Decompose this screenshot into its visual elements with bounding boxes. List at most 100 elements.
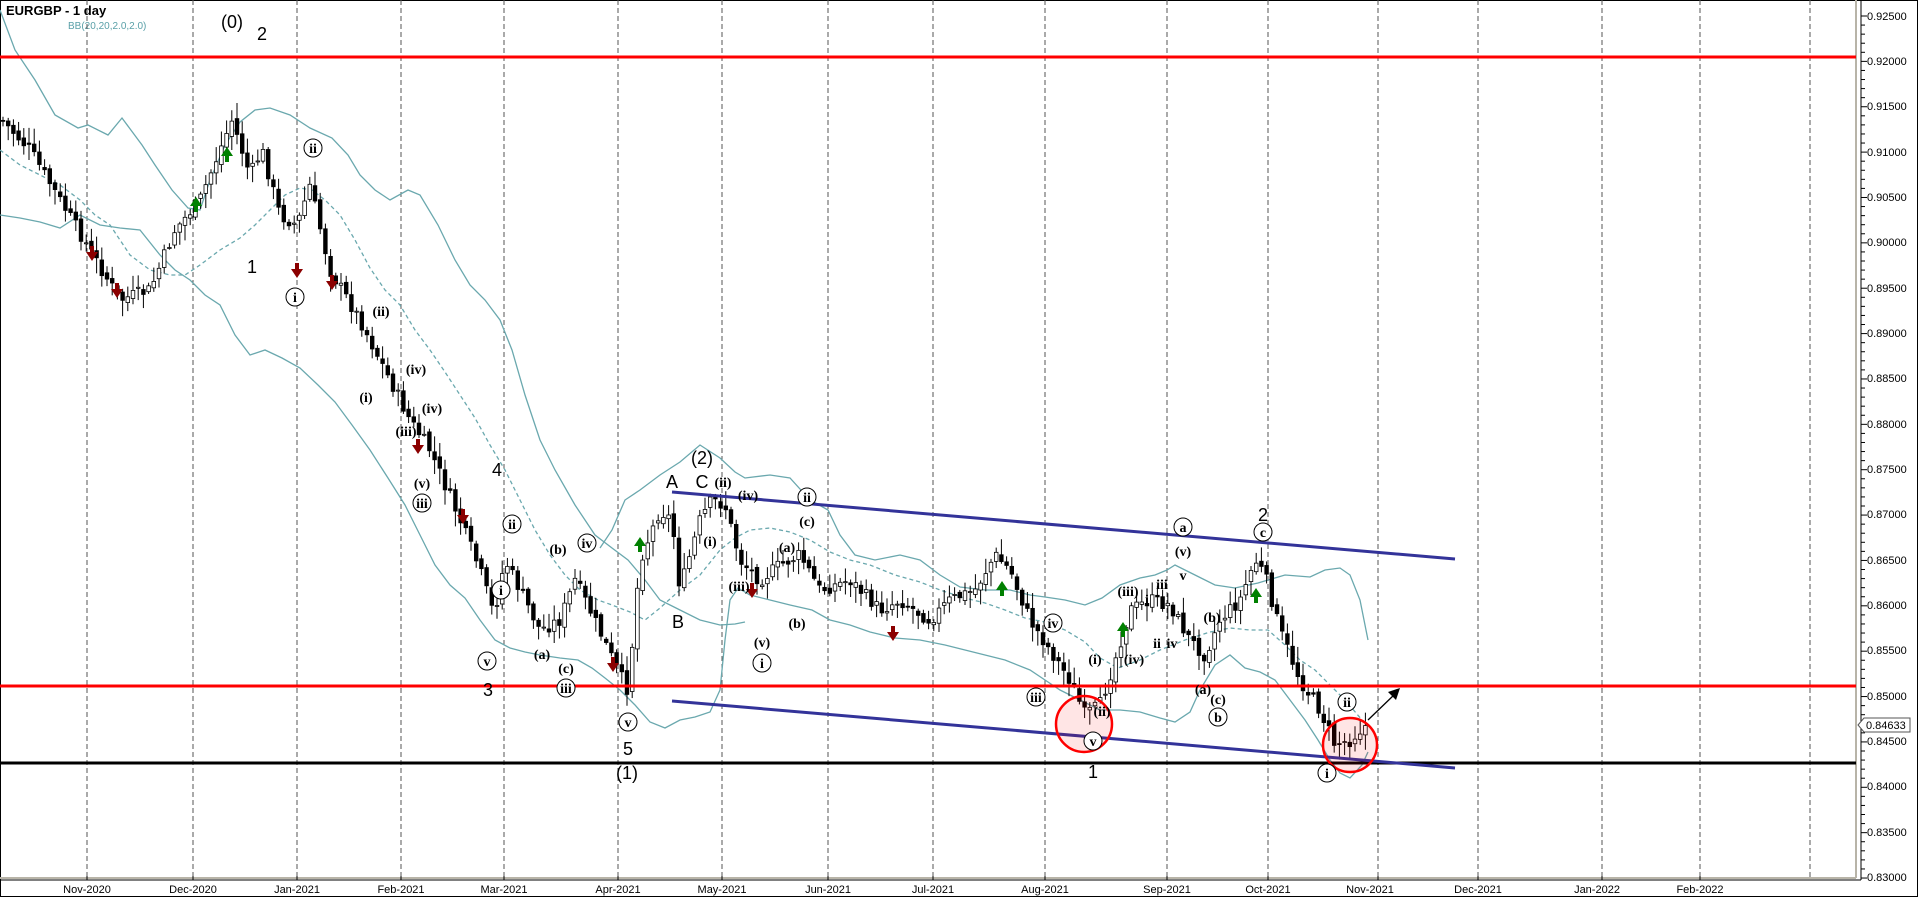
wave-label: ii — [1343, 696, 1351, 711]
svg-text:Jul-2021: Jul-2021 — [912, 884, 954, 896]
wave-label: ii — [1153, 637, 1161, 652]
svg-text:0.92000: 0.92000 — [1867, 56, 1907, 68]
up-arrow-icon — [190, 147, 1262, 637]
wave-label-circle — [1317, 763, 1337, 783]
wave-label: (a) — [779, 541, 796, 556]
candlesticks — [0, 102, 1368, 760]
wave-label-circle — [1026, 687, 1046, 707]
svg-text:Dec-2020: Dec-2020 — [169, 884, 217, 896]
svg-text:2: 2 — [257, 24, 267, 44]
bb-upper — [0, 9, 746, 626]
wave-label-circle — [1253, 522, 1273, 542]
svg-text:0.83000: 0.83000 — [1867, 872, 1907, 884]
svg-text:A: A — [666, 472, 678, 492]
bb-lower — [0, 214, 1369, 779]
svg-text:0.90000: 0.90000 — [1867, 237, 1907, 249]
svg-text:Feb-2022: Feb-2022 — [1676, 884, 1723, 896]
wave-label: ii — [803, 491, 811, 506]
svg-text:C: C — [696, 472, 709, 492]
svg-text:(0): (0) — [221, 12, 243, 32]
svg-text:0.84500: 0.84500 — [1867, 736, 1907, 748]
wave-label: b — [1214, 711, 1222, 726]
wave-label: (iv) — [422, 402, 443, 417]
svg-text:Aug-2021: Aug-2021 — [1021, 884, 1069, 896]
svg-text:Feb-2021: Feb-2021 — [377, 884, 424, 896]
wave-label: (iv) — [406, 363, 427, 378]
highlight-circle-oct — [1321, 716, 1379, 774]
wave-labels: (0) 2 1 4 3 5 (1) A B C (2) 1 2 iii(ii)(… — [221, 12, 1357, 783]
wave-label: (iii) — [1118, 585, 1139, 600]
wave-label: (i) — [703, 535, 717, 550]
wave-label: (a) — [534, 648, 551, 663]
svg-text:Jun-2021: Jun-2021 — [805, 884, 851, 896]
wave-label: (c) — [1210, 693, 1226, 708]
wave-label: iii — [416, 497, 428, 512]
wave-label: a — [1180, 521, 1187, 536]
wave-label: (a) — [1195, 683, 1212, 698]
svg-text:2: 2 — [1258, 505, 1268, 525]
svg-text:(1): (1) — [616, 763, 638, 783]
wave-label: iii — [1156, 578, 1168, 593]
svg-text:0.87000: 0.87000 — [1867, 509, 1907, 521]
wave-label: c — [1260, 526, 1266, 541]
svg-text:0.91500: 0.91500 — [1867, 101, 1907, 113]
wave-label: (b) — [549, 543, 566, 558]
wave-label: (ii) — [372, 305, 389, 320]
wave-label: (iii) — [396, 425, 417, 440]
wave-label: iv — [1048, 617, 1059, 632]
indicator-label: BB(20,20,2.0,2.0) — [68, 21, 147, 32]
wave-label: (b) — [1203, 611, 1220, 626]
wave-label: v — [1090, 735, 1097, 750]
svg-text:0.89000: 0.89000 — [1867, 328, 1907, 340]
wave-label-circle — [556, 678, 576, 698]
svg-text:(2): (2) — [691, 448, 713, 468]
svg-text:Apr-2021: Apr-2021 — [595, 884, 640, 896]
wave-label: i — [293, 291, 297, 306]
wave-label: iii — [560, 682, 572, 697]
svg-text:0.91000: 0.91000 — [1867, 147, 1907, 159]
svg-text:Oct-2021: Oct-2021 — [1245, 884, 1290, 896]
svg-text:0.83500: 0.83500 — [1867, 827, 1907, 839]
svg-text:0.84633: 0.84633 — [1866, 720, 1906, 732]
wave-label-circle — [577, 533, 597, 553]
wave-label: (iv) — [738, 489, 759, 504]
wave-label: ii — [508, 518, 516, 533]
svg-text:Sep-2021: Sep-2021 — [1143, 884, 1191, 896]
wave-label: (v) — [1175, 545, 1192, 560]
wave-label: (b) — [788, 617, 805, 632]
wave-label: v — [484, 655, 491, 670]
svg-text:0.88000: 0.88000 — [1867, 419, 1907, 431]
chart-title: EURGBP - 1 day — [6, 3, 107, 18]
svg-text:Jan-2022: Jan-2022 — [1574, 884, 1620, 896]
wave-label-circle — [618, 712, 638, 732]
bb-upper-2 — [599, 444, 1369, 641]
vertical-gridlines — [86, 0, 1811, 880]
wave-label-circle — [285, 287, 305, 307]
svg-text:0.92500: 0.92500 — [1867, 11, 1907, 23]
down-arrow-icon — [86, 246, 899, 672]
wave-label: i — [760, 657, 764, 672]
wave-label: ii — [309, 142, 317, 157]
wave-label: i — [1325, 767, 1329, 782]
wave-label-circle — [1083, 731, 1103, 751]
svg-text:0.85000: 0.85000 — [1867, 691, 1907, 703]
wave-label-circle — [752, 653, 772, 673]
wave-label: v — [1180, 569, 1187, 584]
svg-text:0.86500: 0.86500 — [1867, 555, 1907, 567]
wave-label-circle — [477, 651, 497, 671]
wave-label-circle — [1337, 692, 1357, 712]
svg-text:Mar-2021: Mar-2021 — [480, 884, 527, 896]
wave-label-circle — [1173, 517, 1193, 537]
svg-text:3: 3 — [483, 680, 493, 700]
wave-label: iv — [1167, 637, 1178, 652]
wave-label-circle — [303, 138, 323, 158]
wave-label: i — [499, 584, 503, 599]
wave-label: (ii) — [714, 476, 731, 491]
wave-label-circle — [1043, 613, 1063, 633]
wave-label: iii — [1030, 691, 1042, 706]
wave-label: i — [1145, 593, 1149, 608]
wave-label: (v) — [414, 477, 431, 492]
svg-text:Dec-2021: Dec-2021 — [1454, 884, 1502, 896]
wave-label: (c) — [799, 515, 815, 530]
